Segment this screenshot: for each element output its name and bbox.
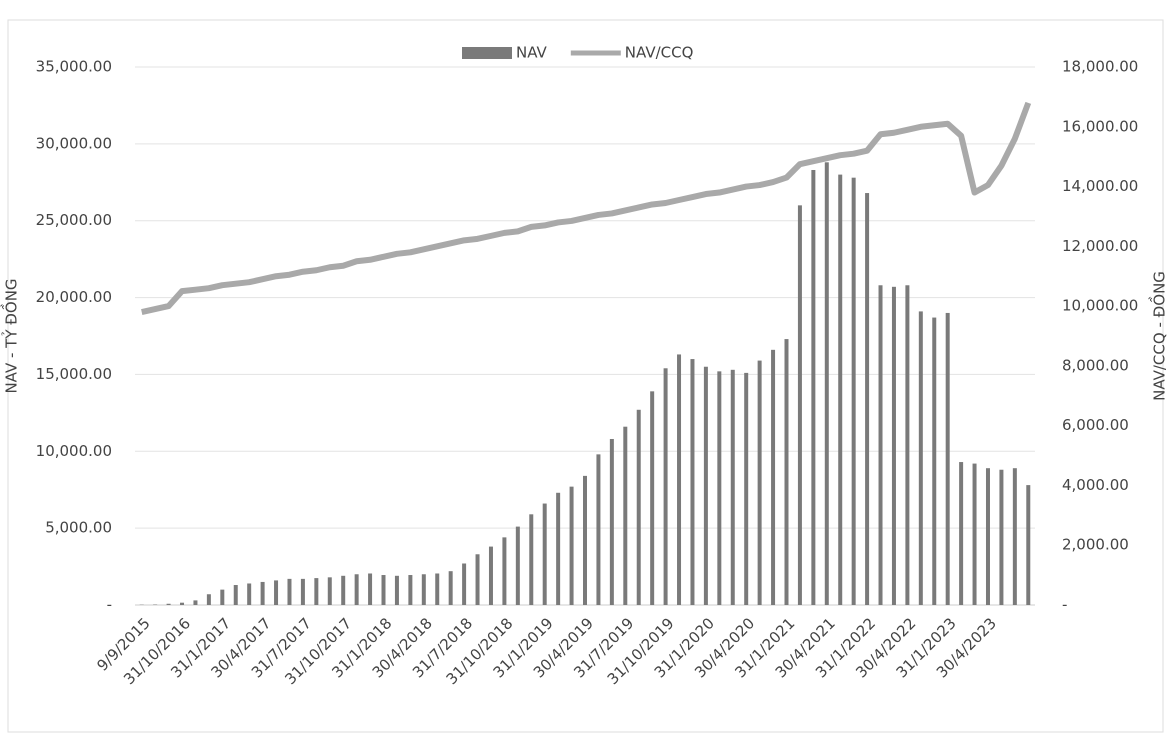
y-tick-label: 20,000.00 (36, 288, 112, 306)
y2-tick-label: 8,000.00 (1062, 356, 1129, 374)
bar (892, 287, 896, 605)
bar (852, 178, 856, 605)
bar (798, 205, 802, 605)
bar (395, 576, 399, 605)
bar (355, 574, 359, 605)
bar (489, 547, 493, 605)
bar (1026, 485, 1030, 605)
bar (717, 371, 721, 605)
bar (905, 285, 909, 605)
bar (368, 573, 372, 605)
y2-tick-label: 18,000.00 (1062, 58, 1138, 76)
bar (234, 585, 238, 605)
bar (543, 504, 547, 605)
bar (167, 604, 171, 605)
legend-swatch (462, 47, 512, 59)
bar (570, 487, 574, 605)
y-tick-label: 25,000.00 (36, 211, 112, 229)
bar (865, 193, 869, 605)
bar (744, 373, 748, 605)
bar (610, 439, 614, 605)
bar (623, 427, 627, 605)
line (142, 103, 1029, 312)
bar (583, 476, 587, 605)
legend-label: NAV (516, 44, 548, 62)
bar (516, 527, 520, 605)
y-tick-label: 30,000.00 (36, 134, 112, 152)
bar (314, 578, 318, 605)
y2-tick-label: 12,000.00 (1062, 237, 1138, 255)
bar (596, 454, 600, 605)
y2-tick-label: 10,000.00 (1062, 297, 1138, 315)
bar (261, 582, 265, 605)
bar (449, 571, 453, 605)
bar (999, 470, 1003, 605)
y2-tick-label: 4,000.00 (1062, 476, 1129, 494)
bar (664, 368, 668, 605)
y2-axis-label: NAV/CCQ - ĐỒNG (1148, 271, 1168, 401)
bar (207, 594, 211, 605)
bar (462, 563, 466, 605)
bar (435, 573, 439, 605)
bar (946, 313, 950, 605)
bar (784, 339, 788, 605)
y-tick-label: 15,000.00 (36, 365, 112, 383)
y2-tick-label: 16,000.00 (1062, 117, 1138, 135)
bar (811, 170, 815, 605)
bar (193, 600, 197, 605)
bar (919, 311, 923, 605)
bar (408, 575, 412, 605)
bar (556, 493, 560, 605)
bar (502, 537, 506, 605)
bar (838, 175, 842, 605)
y-tick-label: 5,000.00 (45, 519, 112, 537)
bar (341, 576, 345, 605)
bar (220, 590, 224, 605)
bar (476, 554, 480, 605)
bar (825, 162, 829, 605)
bar (382, 575, 386, 605)
bar (274, 580, 278, 605)
bar (301, 579, 305, 605)
bar (986, 468, 990, 605)
bar (422, 574, 426, 605)
bar (758, 361, 762, 605)
y-tick-label: - (107, 596, 112, 614)
bar (959, 462, 963, 605)
bar (704, 367, 708, 605)
y-tick-label: 10,000.00 (36, 442, 112, 460)
bar (287, 579, 291, 605)
y-tick-label: 35,000.00 (36, 58, 112, 76)
bar (529, 514, 533, 605)
y2-tick-label: 6,000.00 (1062, 416, 1129, 434)
bar (247, 583, 251, 605)
y2-tick-label: 14,000.00 (1062, 177, 1138, 195)
bar (771, 350, 775, 605)
bar (879, 285, 883, 605)
bar (328, 577, 332, 605)
y2-tick-label: - (1062, 596, 1067, 614)
bar (973, 464, 977, 605)
bar (180, 603, 184, 605)
bar (731, 370, 735, 605)
bar (1013, 468, 1017, 605)
legend-label: NAV/CCQ (625, 44, 694, 62)
bar (932, 318, 936, 605)
bar (677, 354, 681, 605)
y2-tick-label: 2,000.00 (1062, 536, 1129, 554)
bar (650, 391, 654, 605)
bar (637, 410, 641, 605)
y-axis-label: NAV - TỶ ĐỒNG (0, 278, 21, 393)
bar (690, 359, 694, 605)
